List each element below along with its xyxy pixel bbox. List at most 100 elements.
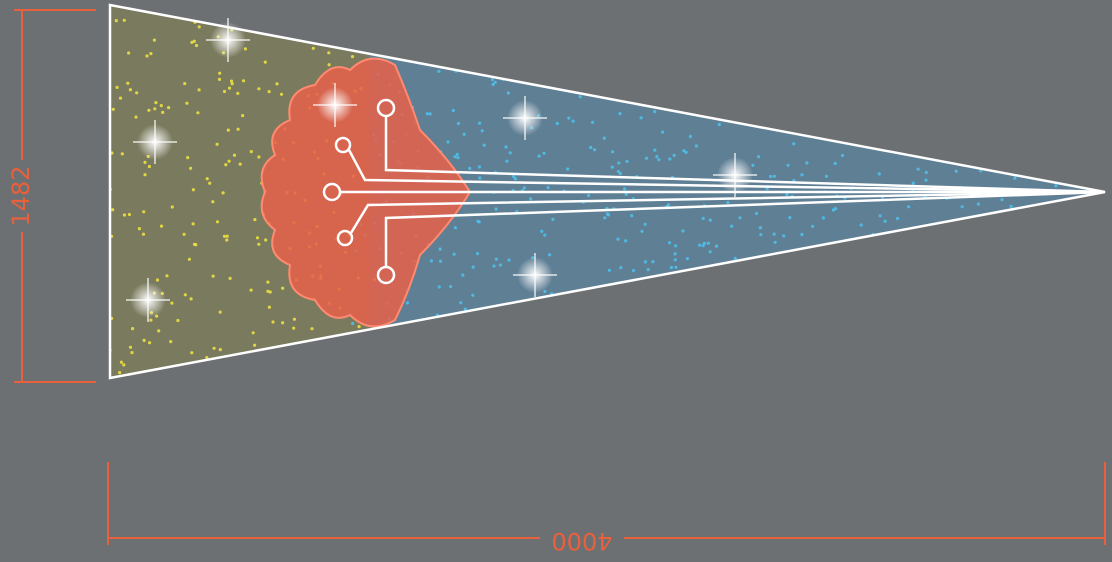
dot [617,161,621,165]
dot [1009,204,1013,208]
dot [674,244,678,248]
dot [548,253,552,257]
dot [425,112,429,116]
dot [954,169,958,173]
dot [513,177,518,181]
dot [461,273,465,277]
dot [122,18,126,22]
dot [537,154,541,158]
dot [586,193,591,198]
dot [224,163,228,167]
dot [578,95,582,99]
dot [475,252,480,256]
dot [310,327,314,331]
dot [976,202,981,206]
dot [491,82,495,87]
dot [238,162,242,166]
dot [482,143,486,147]
dot [122,363,126,367]
dot [122,213,127,217]
dot [111,107,115,111]
dot [655,155,659,159]
dot [189,166,193,170]
dot [540,229,544,233]
dot [717,122,721,127]
dot [651,260,655,264]
dot [811,224,815,228]
dot [142,210,146,214]
dot [437,285,441,289]
dot [189,297,193,301]
dot [228,276,232,280]
dot [674,265,678,269]
dot [147,164,151,169]
dot [702,241,707,245]
height-dimension: 1482 [7,9,96,383]
dot [462,132,466,136]
dot [757,155,761,159]
dot [147,108,151,112]
dot [907,205,911,209]
node [336,229,354,247]
dot [494,257,498,261]
width-label: 4000 [551,527,612,555]
dot [226,128,230,132]
dot [279,92,284,96]
dot [511,175,516,179]
dot [493,80,497,84]
dot [657,158,661,162]
dot [611,150,615,154]
dot [694,144,699,148]
dot [253,343,257,347]
dot [350,55,355,59]
dot [255,236,260,240]
dot [453,226,457,230]
dot [241,114,245,118]
dot [249,288,253,292]
dot [924,170,928,175]
dot [128,345,133,349]
dot [673,258,677,262]
dot [916,167,920,171]
dot [455,152,459,156]
dot [242,79,246,83]
dot [236,127,240,131]
dot [708,250,712,254]
dot [169,340,173,344]
dot [232,153,237,157]
dot [266,280,270,284]
dot [616,169,621,174]
dot [769,174,773,179]
dot [182,232,186,236]
dot [639,116,643,120]
dot [205,356,209,360]
dot [840,153,845,158]
dot [148,341,152,345]
dot [788,216,792,220]
dot [640,229,644,233]
dot [477,165,482,169]
dot [190,351,194,355]
dot [490,77,494,82]
dot [624,192,628,196]
dot [477,220,481,224]
dot [114,19,118,23]
dot [134,115,138,119]
dot [222,89,227,94]
dot [566,167,570,171]
dot [208,181,212,185]
dot [685,257,690,261]
dot [357,325,361,329]
dot [187,257,191,261]
dot [529,197,533,201]
dot [351,321,355,326]
dot [311,46,315,50]
dot [607,268,612,272]
dot [592,148,597,152]
dot [542,151,546,155]
dot [758,226,763,230]
dot [494,207,498,211]
dot [643,260,648,264]
dot [149,52,153,56]
dot [222,234,227,238]
